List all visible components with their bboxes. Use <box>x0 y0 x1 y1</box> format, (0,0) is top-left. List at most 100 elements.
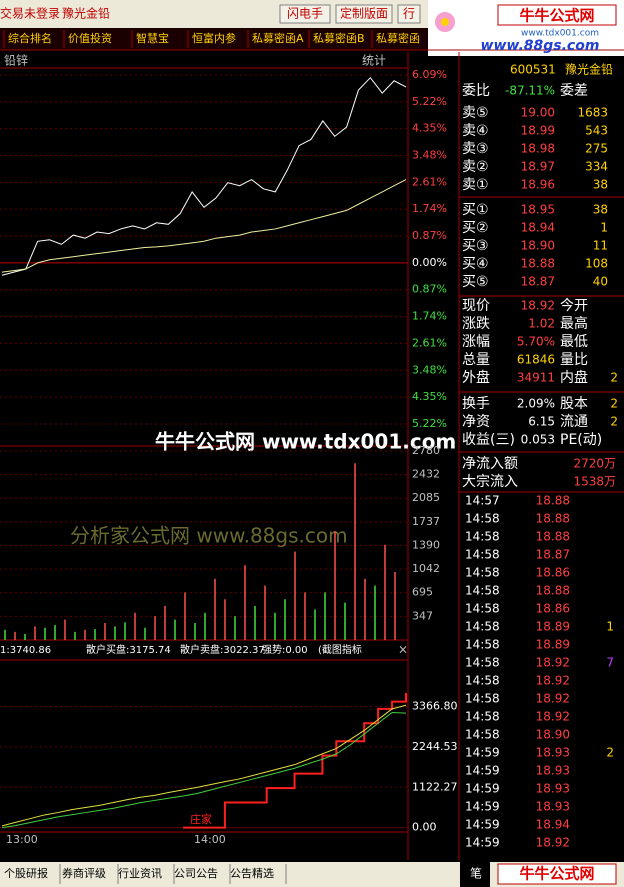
quote-cell: 2 <box>610 371 618 385</box>
menu-item[interactable]: 私募密函 <box>376 31 420 45</box>
button-label[interactable]: 闪电手 <box>287 7 323 21</box>
quote-cell: 38 <box>593 203 608 217</box>
logo-site: www.88gs.com <box>481 38 600 54</box>
indicator-label: 强势:0.00 <box>262 643 308 656</box>
menu-item[interactable]: 智慧宝 <box>136 31 169 45</box>
quote-cell: 1.02 <box>528 317 555 331</box>
quote-cell: 14:58 <box>465 710 500 724</box>
y-tick-label: 1737 <box>412 515 440 528</box>
panel-title: 铅锌 <box>4 54 28 68</box>
quote-cell: 18.90 <box>521 239 555 253</box>
menu-item[interactable]: 价值投资 <box>68 31 112 45</box>
quote-cell: 卖④ <box>462 123 489 139</box>
quote-cell: 14:59 <box>465 782 500 796</box>
quote-cell: 18.96 <box>521 178 555 192</box>
y-tick-label: 1042 <box>412 562 440 575</box>
quote-cell: 14:58 <box>465 602 500 616</box>
y-tick-label: 695 <box>412 586 433 599</box>
watermark: 分析家公式网 www.88gs.com <box>70 524 348 548</box>
quote-cell: 19.00 <box>521 106 555 120</box>
quote-cell: 14:58 <box>465 566 500 580</box>
series-line <box>1 179 407 273</box>
quote-cell: 275 <box>585 142 608 156</box>
quote-cell: 1 <box>606 620 614 634</box>
quote-cell: 543 <box>585 124 608 138</box>
quote-cell: 18.88 <box>521 257 555 271</box>
quote-cell: 2.09% <box>517 397 555 411</box>
tab[interactable]: 行业资讯 <box>118 867 162 880</box>
button-label[interactable]: 行 <box>403 7 415 21</box>
ratio-label: 委比 <box>462 83 490 99</box>
quote-cell: 14:58 <box>465 620 500 634</box>
quote-cell: 18.92 <box>536 656 570 670</box>
quote-cell: 18.94 <box>536 818 570 832</box>
series-line <box>183 692 407 829</box>
menu-item[interactable]: 私募密函B <box>313 31 365 45</box>
tab-bg <box>460 862 490 887</box>
y-tick-label: 1.74% <box>412 202 447 215</box>
quote-cell: 61846 <box>517 353 555 367</box>
quote-cell: 14:59 <box>465 818 500 832</box>
quote-cell: 买③ <box>462 238 489 254</box>
stock-name: 豫光金铅 <box>565 62 613 77</box>
quote-cell: 2 <box>610 415 618 429</box>
quote-cell: 卖① <box>462 177 489 193</box>
quote-cell: 14:58 <box>465 638 500 652</box>
indicator-label: (截图指标 <box>318 643 362 656</box>
quote-cell: 18.87 <box>521 275 555 289</box>
quote-cell: 18.95 <box>521 203 555 217</box>
indicator-label: 散户买盘:3175.74 <box>86 643 171 656</box>
button[interactable] <box>335 4 393 24</box>
quote-cell: 14:58 <box>465 674 500 688</box>
y-tick-label: 2.61% <box>412 175 447 188</box>
quote-cell: 14:58 <box>465 692 500 706</box>
button[interactable] <box>397 4 421 24</box>
logo-title: 牛牛公式网 <box>519 865 594 883</box>
tab[interactable]: 公司公告 <box>174 867 218 880</box>
quote-cell: 买① <box>462 202 489 218</box>
y-tick-label: 4.35% <box>412 390 447 403</box>
quote-cell: 2 <box>610 397 618 411</box>
series-line <box>1 76 407 276</box>
quote-cell: 18.98 <box>521 142 555 156</box>
tab[interactable]: 个股研报 <box>4 866 48 880</box>
button-label[interactable]: 定制版面 <box>340 6 388 21</box>
series-line <box>1 704 407 827</box>
quote-cell: 18.92 <box>536 674 570 688</box>
quote-cell: 18.92 <box>536 836 570 850</box>
quote-cell: 18.88 <box>536 584 570 598</box>
quote-cell: 18.87 <box>536 548 570 562</box>
quote-cell: 1683 <box>577 106 608 120</box>
watermark: 牛牛公式网 www.tdx001.com <box>155 430 456 454</box>
tab[interactable]: 公告精选 <box>230 867 274 880</box>
stat-label: 统计 <box>362 54 386 68</box>
stock-code: 600531 <box>510 63 556 77</box>
menu-item[interactable]: 恒富内参 <box>192 31 236 45</box>
quote-cell: 收益(三) <box>462 432 515 448</box>
quote-cell: 18.86 <box>536 602 570 616</box>
quote-cell: 18.88 <box>536 494 570 508</box>
logo-title: 牛牛公式网 <box>519 7 594 25</box>
quote-cell: 5.70% <box>517 335 555 349</box>
quote-cell: 0.053 <box>521 433 555 447</box>
quote-cell: 14:57 <box>465 494 500 508</box>
menu-item[interactable]: 私募密函A <box>252 31 304 45</box>
quote-cell: 14:59 <box>465 746 500 760</box>
tab[interactable]: 券商评级 <box>62 866 106 880</box>
close-button[interactable]: × <box>398 643 408 657</box>
quote-cell: 流通 <box>560 414 588 430</box>
quote-cell: 18.92 <box>521 299 555 313</box>
quote-cell: 40 <box>593 275 608 289</box>
y-tick-label: 1390 <box>412 538 440 551</box>
button[interactable] <box>279 4 331 24</box>
quote-cell: 14:58 <box>465 728 500 742</box>
quote-cell: 11 <box>593 239 608 253</box>
quote-cell: 6.15 <box>528 415 555 429</box>
series-line <box>1 711 407 829</box>
menu-item[interactable]: 综合排名 <box>8 31 52 45</box>
indicator-label: 散户卖盘:3022.37 <box>180 643 265 656</box>
tab-label[interactable]: 笔 <box>470 866 482 881</box>
y-tick-label: 3.48% <box>412 148 447 161</box>
quote-cell: 18.93 <box>536 782 570 796</box>
